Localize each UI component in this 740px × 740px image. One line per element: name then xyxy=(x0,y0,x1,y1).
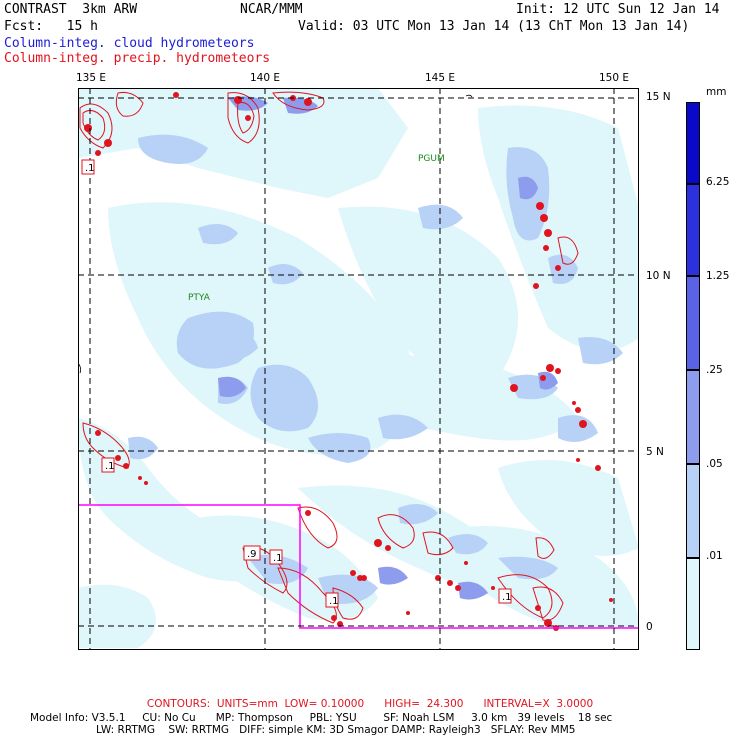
contour-box-3 xyxy=(243,545,261,561)
lat-lon-grid xyxy=(78,88,639,650)
colorbar-level-1.25: 1.25 xyxy=(706,270,730,282)
contour-box-4 xyxy=(269,549,283,565)
contour-box-2 xyxy=(101,457,115,473)
colorbar-level-.25: .25 xyxy=(706,364,723,376)
model-title: CONTRAST 3km ARW xyxy=(4,2,138,17)
hydrometeor-map: .1 .1 .9 .1 .1 .1 PGUM PTYA xyxy=(78,88,639,650)
cloud-field-light xyxy=(78,88,639,648)
legend-cloud: Column-integ. cloud hydrometeors xyxy=(4,36,255,51)
colorbar-swatch xyxy=(686,370,700,464)
lon-label-135: 135 E xyxy=(76,72,107,84)
lat-label-10: 10 N xyxy=(646,270,671,282)
organization: NCAR/MMM xyxy=(240,2,303,17)
lon-label-150: 150 E xyxy=(599,72,630,84)
colorbar-level-.01: .01 xyxy=(706,550,723,562)
lon-label-145: 145 E xyxy=(425,72,456,84)
init-time: Init: 12 UTC Sun 12 Jan 14 xyxy=(516,2,720,17)
contour-box-5 xyxy=(325,592,339,608)
contour-label-6: .1 xyxy=(502,592,512,603)
contour-label-2: .1 xyxy=(105,461,115,472)
model-info-physics: LW: RRTMG SW: RRTMG DIFF: simple KM: 3D … xyxy=(96,724,576,736)
colorbar-level-.05: .05 xyxy=(706,458,723,470)
legend-precip: Column-integ. precip. hydrometeors xyxy=(4,51,271,66)
station-ptya: PTYA xyxy=(188,293,211,303)
map-frame xyxy=(78,88,639,650)
forecast-hour: Fcst: 15 h xyxy=(4,19,98,34)
contour-box-1 xyxy=(81,159,95,175)
contour-label-1: .1 xyxy=(85,163,95,174)
contour-label-3: .9 xyxy=(247,549,257,560)
colorbar-swatch xyxy=(686,102,700,184)
station-pgum: PGUM xyxy=(418,154,445,164)
model-info: Model Info: V3.5.1 CU: No Cu MP: Thompso… xyxy=(30,712,613,724)
precip-cores xyxy=(84,92,613,631)
lat-label-5: 5 N xyxy=(646,446,664,458)
colorbar-unit: mm xyxy=(706,86,727,98)
contour-label-4: .1 xyxy=(273,553,283,564)
precip-contours xyxy=(79,91,579,624)
contour-info: CONTOURS: UNITS=mm LOW= 0.10000 HIGH= 24… xyxy=(146,698,594,710)
colorbar-swatch xyxy=(686,464,700,558)
colorbar-swatch xyxy=(686,558,700,650)
lat-label-0: 0 xyxy=(646,621,653,633)
lat-label-15: 15 N xyxy=(646,91,671,103)
contour-label-5: .1 xyxy=(329,596,339,607)
colorbar xyxy=(686,102,700,650)
lon-label-140: 140 E xyxy=(250,72,281,84)
colorbar-level-6.25: 6.25 xyxy=(706,176,730,188)
contour-box-6 xyxy=(498,588,512,604)
colorbar-swatch xyxy=(686,276,700,370)
subdomain-outline xyxy=(78,504,639,629)
colorbar-swatch xyxy=(686,184,700,276)
valid-time: Valid: 03 UTC Mon 13 Jan 14 (13 ChT Mon … xyxy=(298,19,690,34)
